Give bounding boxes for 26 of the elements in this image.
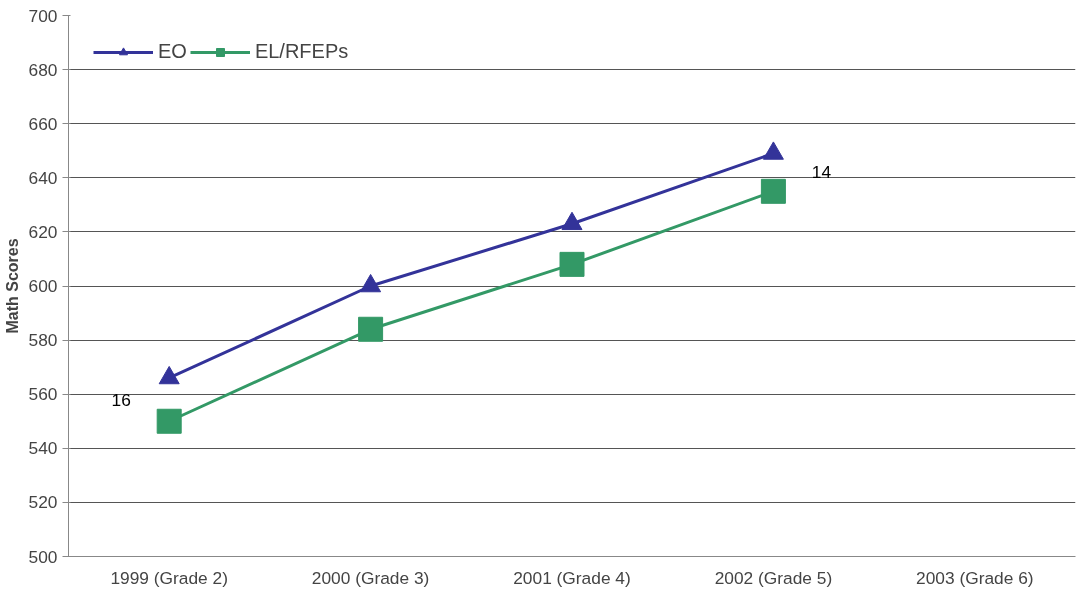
x-tick-label: 2003 (Grade 6) xyxy=(916,567,1034,588)
y-tick-label: 560 xyxy=(28,384,58,405)
y-tick-label: 520 xyxy=(28,492,58,513)
legend-label: EO xyxy=(158,40,187,63)
y-tick-label: 680 xyxy=(28,59,58,80)
y-axis-title: Math Scores xyxy=(3,238,21,334)
y-tick-label: 620 xyxy=(28,221,58,242)
annotation: 16 xyxy=(111,389,131,410)
y-tick-label: 660 xyxy=(28,113,58,134)
point xyxy=(358,316,384,342)
y-tick-label: 500 xyxy=(28,546,58,567)
point xyxy=(360,273,382,293)
x-tick-label: 2002 (Grade 5) xyxy=(714,567,833,588)
x-tick-label: 2000 (Grade 3) xyxy=(311,567,430,588)
y-tick-label: 580 xyxy=(28,330,58,351)
y-tick-label: 600 xyxy=(28,276,58,296)
y-tick-label: 700 xyxy=(28,5,58,26)
point xyxy=(156,408,182,434)
y-tick-label: 640 xyxy=(28,167,58,188)
point xyxy=(762,141,784,160)
y-tick-label: 540 xyxy=(28,438,58,459)
point xyxy=(561,211,583,231)
x-tick-label: 1999 (Grade 2) xyxy=(110,567,228,588)
legend-label: EL/RFEPs xyxy=(254,40,349,63)
point xyxy=(559,251,585,277)
x-tick-label: 2001 (Grade 4) xyxy=(513,567,631,588)
